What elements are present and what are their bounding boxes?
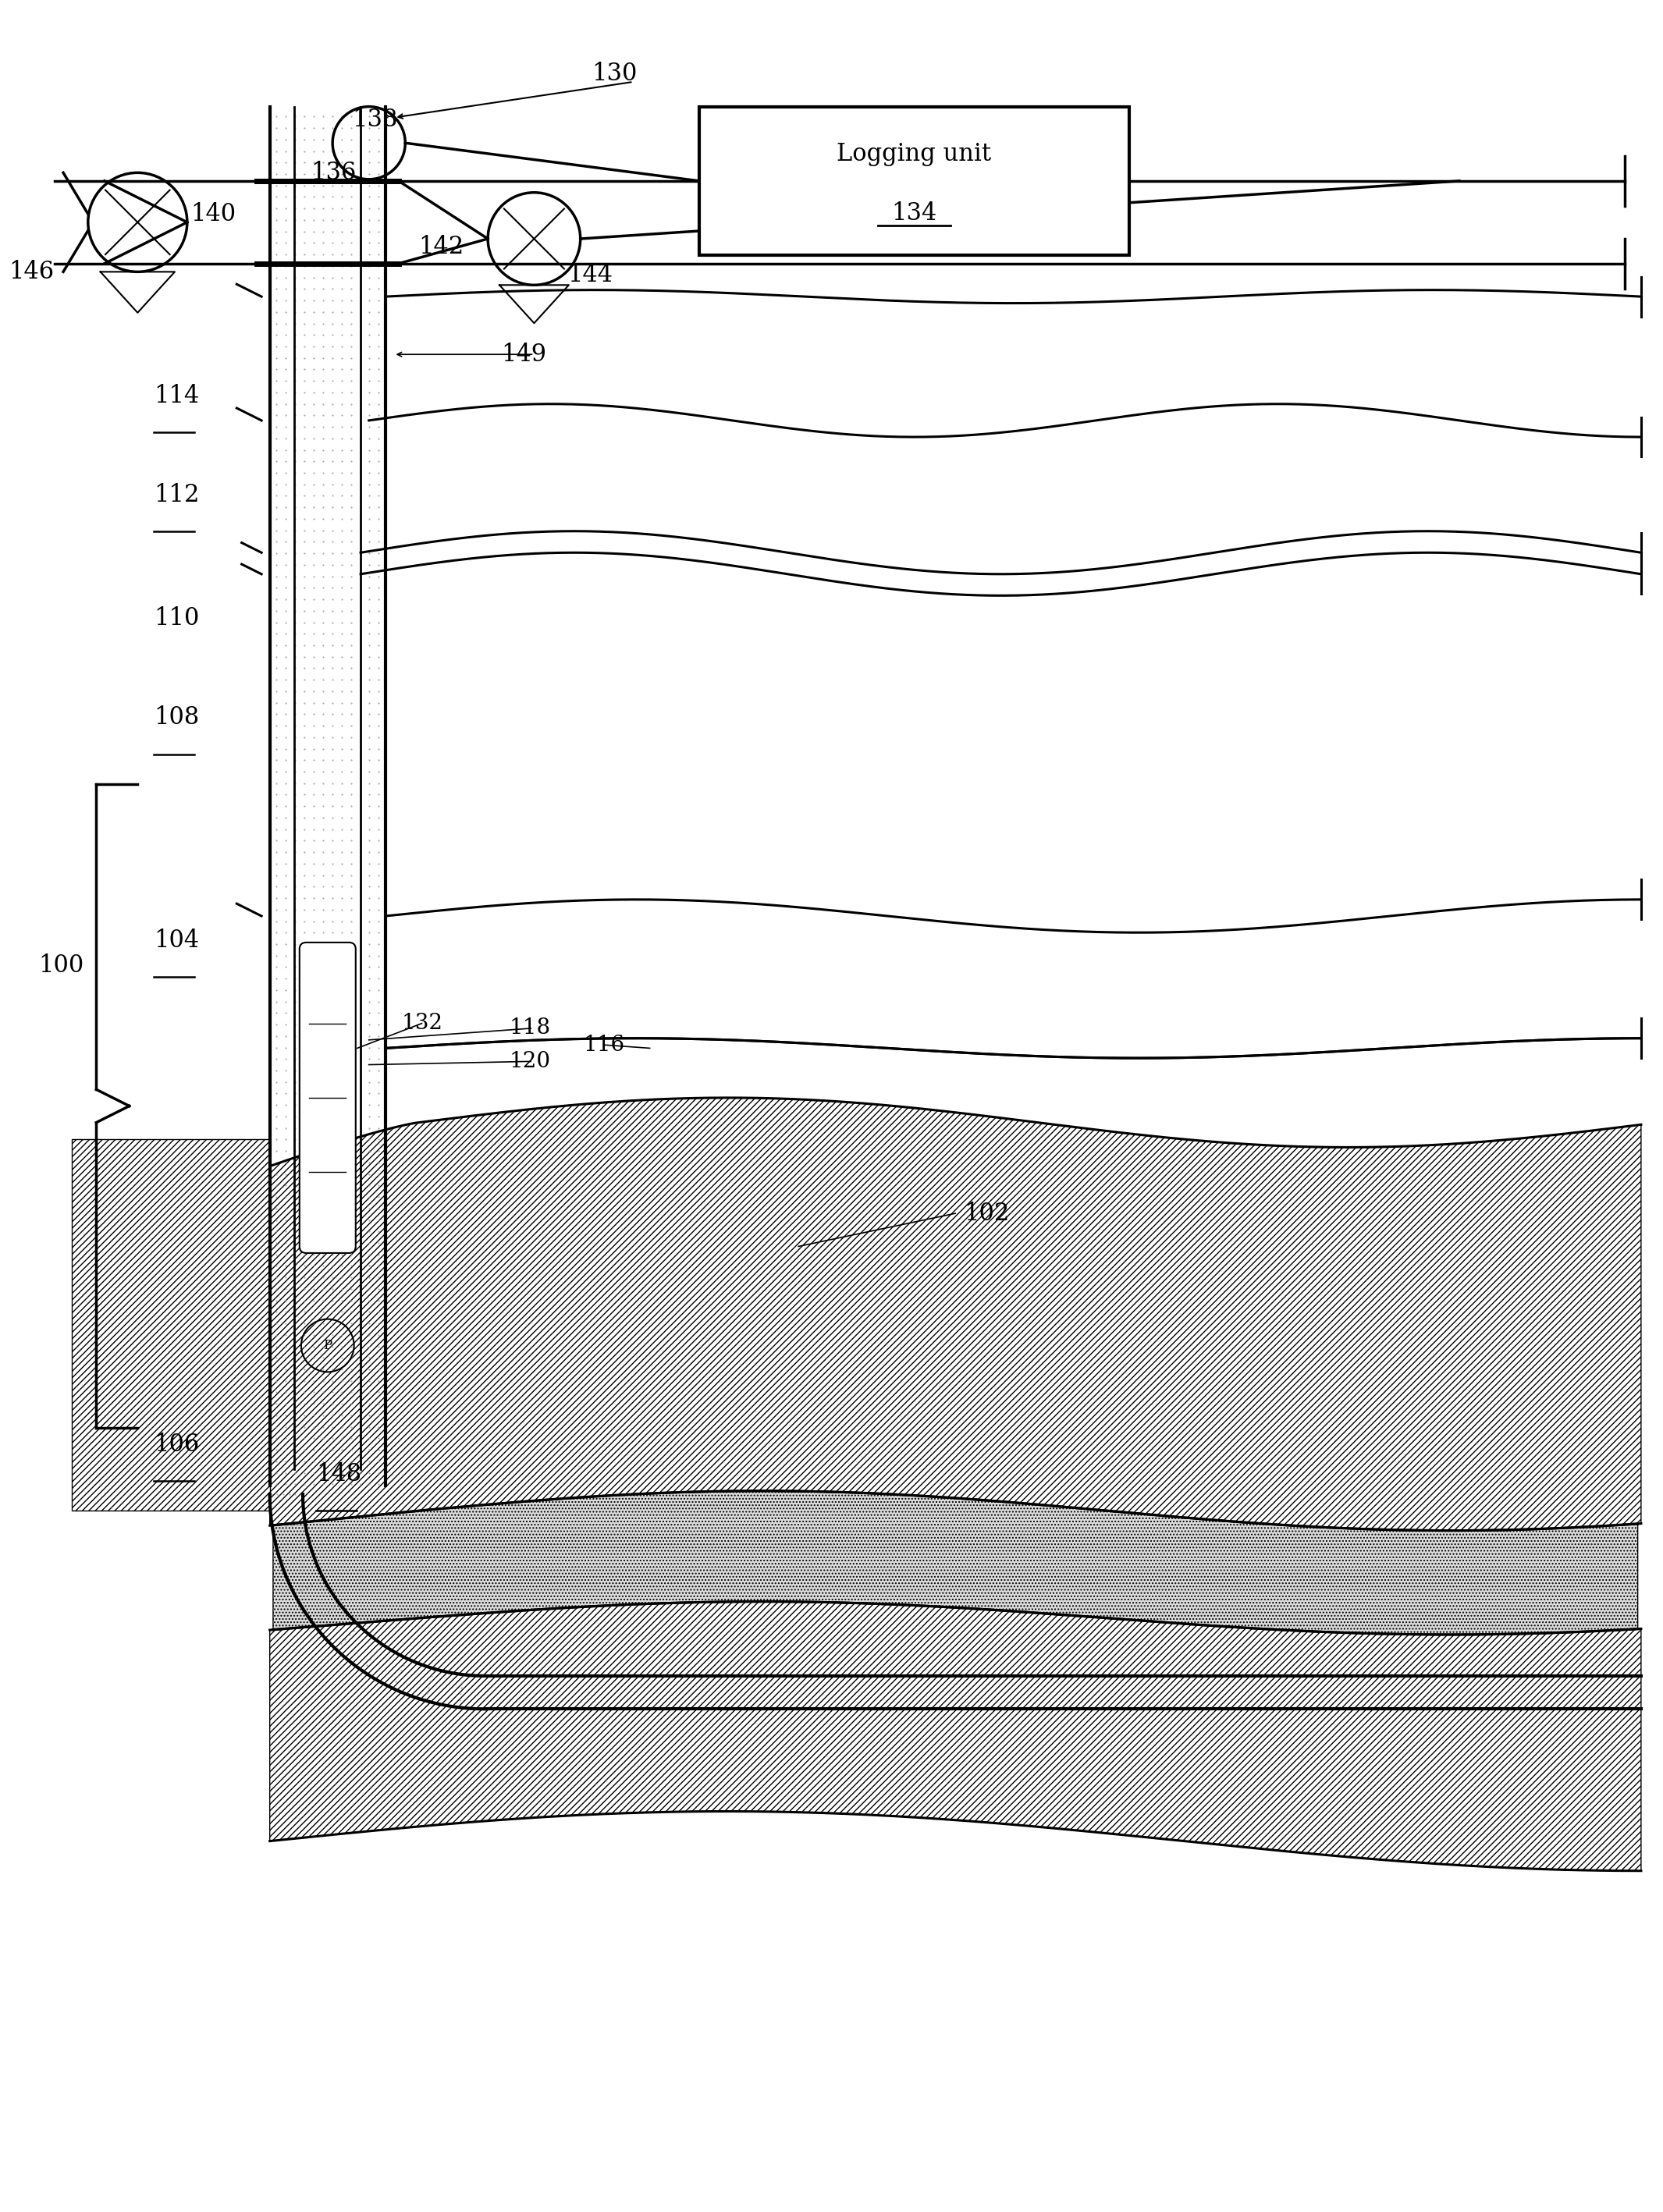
Text: 100: 100 (38, 953, 83, 978)
Text: 134: 134 (891, 201, 936, 226)
Polygon shape (72, 1139, 269, 1511)
Text: 138: 138 (353, 108, 397, 133)
Polygon shape (269, 1097, 1641, 1531)
Text: P: P (323, 1338, 333, 1352)
Text: 118: 118 (509, 1018, 550, 1040)
Text: 140: 140 (191, 201, 236, 226)
FancyBboxPatch shape (299, 942, 356, 1252)
Text: 146: 146 (8, 259, 55, 283)
Text: 102: 102 (963, 1201, 1009, 1225)
Text: Logging unit: Logging unit (836, 142, 991, 166)
Text: 148: 148 (316, 1462, 361, 1486)
Text: 130: 130 (592, 62, 637, 86)
Text: 149: 149 (501, 343, 547, 367)
Text: 114: 114 (155, 383, 200, 407)
Text: 110: 110 (155, 606, 200, 630)
Text: 112: 112 (155, 482, 200, 507)
Text: 144: 144 (567, 263, 612, 288)
Text: 142: 142 (419, 234, 464, 259)
Text: 132: 132 (402, 1013, 444, 1033)
Polygon shape (269, 1601, 1641, 1871)
Text: 136: 136 (311, 161, 356, 186)
Text: 104: 104 (155, 929, 200, 953)
Text: 108: 108 (155, 706, 200, 730)
Text: 106: 106 (155, 1433, 200, 1458)
Text: 116: 116 (584, 1035, 625, 1055)
Polygon shape (273, 1491, 1638, 1635)
FancyBboxPatch shape (700, 106, 1129, 254)
Text: 120: 120 (509, 1051, 550, 1073)
